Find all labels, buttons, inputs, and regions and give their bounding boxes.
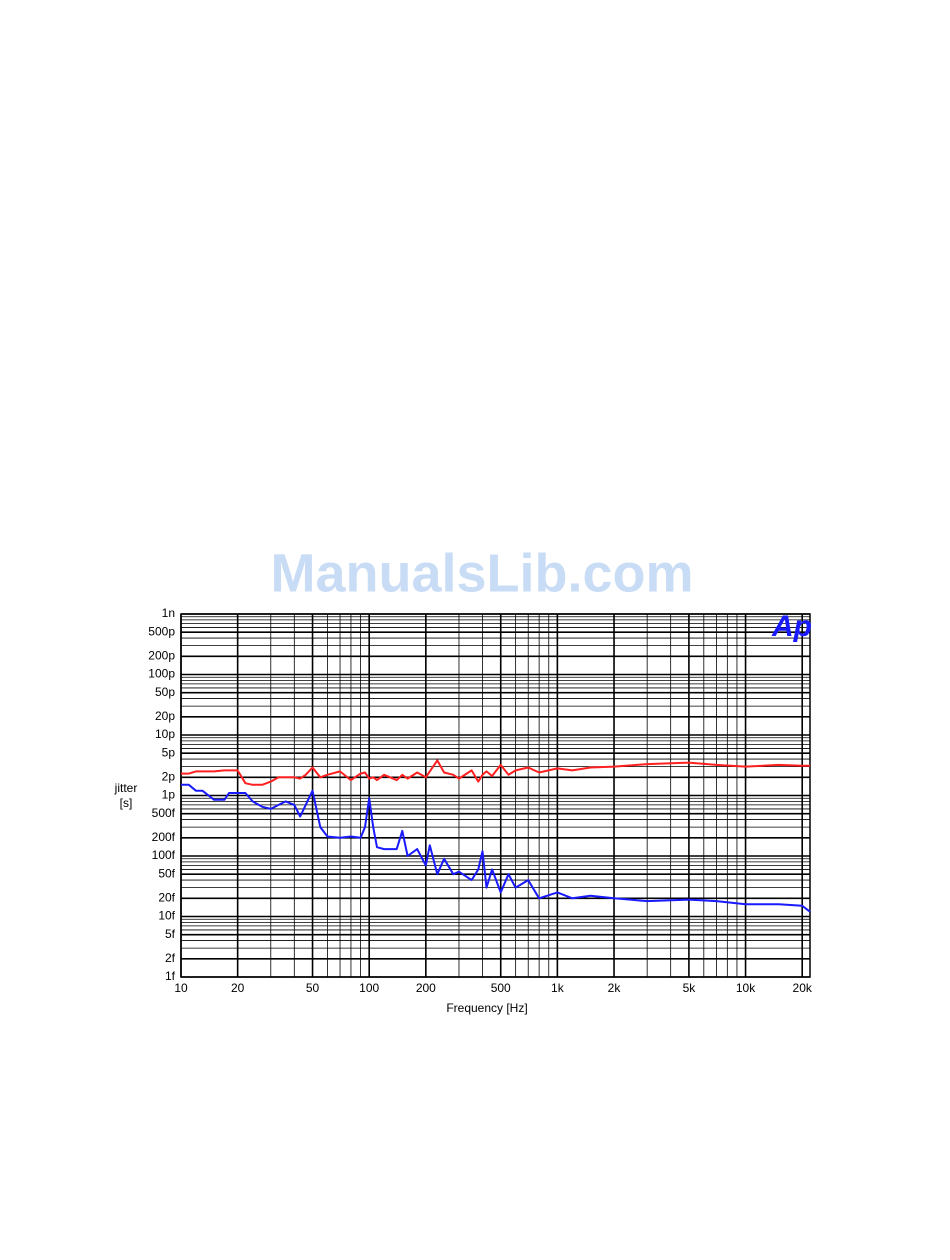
x-tick-label: 1k [551, 981, 565, 995]
y-tick-label: 200p [148, 648, 175, 662]
logo: Ap [771, 610, 812, 643]
x-tick-label: 10k [736, 981, 756, 995]
watermark: ManualsLib.com [270, 543, 693, 603]
x-tick-label: 2k [608, 981, 622, 995]
y-tick-label: 50f [158, 866, 175, 880]
y-tick-label: 1n [162, 606, 175, 620]
y-tick-label: 5p [162, 745, 176, 759]
y-tick-label: 10f [158, 909, 175, 923]
y-tick-label: 100p [148, 667, 175, 681]
x-tick-label: 20 [231, 981, 245, 995]
x-tick-label: 50 [306, 981, 320, 995]
y-tick-label: 5f [165, 927, 176, 941]
y-axis-label: [s] [120, 796, 133, 810]
x-tick-label: 100 [359, 981, 379, 995]
y-tick-label: 1f [165, 969, 176, 983]
x-tick-label: 200 [416, 981, 436, 995]
y-tick-label: 100f [152, 848, 176, 862]
x-tick-label: 10 [174, 981, 188, 995]
x-tick-label: 20k [793, 981, 813, 995]
x-axis-label: Frequency [Hz] [446, 1001, 527, 1015]
y-tick-label: 200f [152, 830, 176, 844]
x-tick-label: 500 [491, 981, 511, 995]
y-tick-label: 10p [155, 727, 175, 741]
x-tick-label: 5k [683, 981, 697, 995]
y-tick-label: 20f [158, 890, 175, 904]
series-line [181, 783, 811, 913]
y-axis-label: jitter [114, 781, 138, 795]
y-tick-label: 2f [165, 951, 176, 965]
y-tick-label: 50p [155, 685, 175, 699]
y-tick-label: 20p [155, 709, 175, 723]
y-tick-label: 500p [148, 624, 175, 638]
series-line [181, 759, 810, 786]
y-tick-label: 500f [152, 806, 176, 820]
y-tick-label: 2p [162, 769, 176, 783]
y-tick-label: 1p [162, 788, 176, 802]
